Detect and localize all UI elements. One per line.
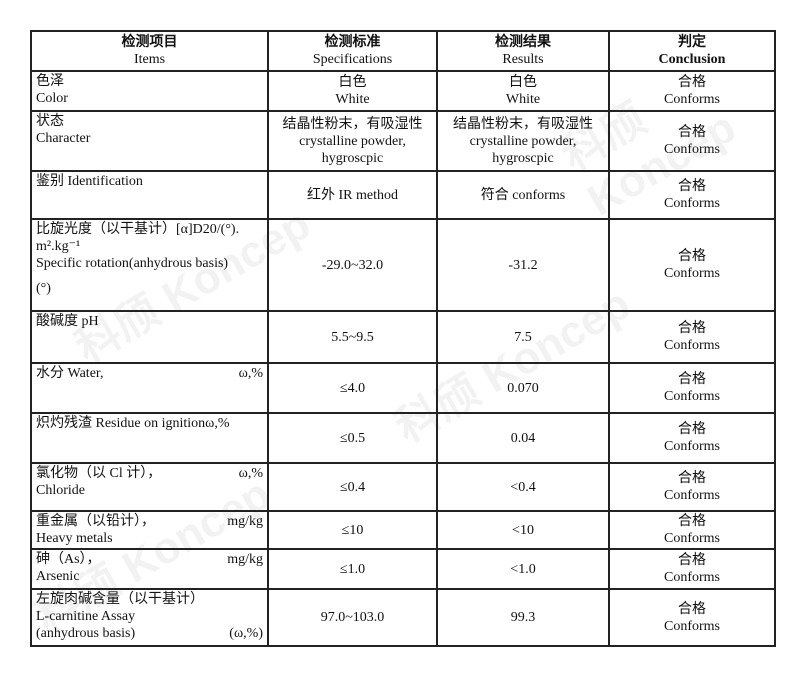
item-cell: 酸碱度 pH xyxy=(30,310,269,364)
table-header: 检测项目 Items 检测标准 Specifications 检测结果 Results… xyxy=(30,30,776,72)
result-cell: 0.070 xyxy=(436,362,610,414)
spec-cell: ≤10 xyxy=(267,510,438,550)
table-row: 色泽 Color 白色 White 白色 White 合格 Conforms xyxy=(30,70,776,112)
table-row: 状态 Character 结晶性粉末，有吸湿性 crystalline powder,… xyxy=(30,110,776,172)
spec-cell: 白色 White xyxy=(267,70,438,112)
result-cell: 符合 conforms xyxy=(436,170,610,220)
item-cell: 比旋光度（以干基计）[α]D20/(°). m².kg⁻¹ Specific rot… xyxy=(30,218,269,312)
result-cell: 白色 White xyxy=(436,70,610,112)
item-cell: 左旋肉碱含量（以干基计） L-carnitine Assay (anhydrous … xyxy=(30,588,269,647)
item-cell: 砷（As）， mg/kg Arsenic xyxy=(30,548,269,590)
spec-cell: ≤4.0 xyxy=(267,362,438,414)
conclusion-cell: 合格 Conforms xyxy=(608,362,776,414)
result-cell: <0.4 xyxy=(436,462,610,512)
result-cell: <10 xyxy=(436,510,610,550)
conclusion-cell: 合格 Conforms xyxy=(608,310,776,364)
spec-cell: ≤0.4 xyxy=(267,462,438,512)
conclusion-cell: 合格 Conforms xyxy=(608,218,776,312)
table-row: 砷（As）， mg/kg Arsenic ≤1.0 <1.0 合格 Conforms xyxy=(30,548,776,590)
table-row: 比旋光度（以干基计）[α]D20/(°). m².kg⁻¹ Specific rot… xyxy=(30,218,776,312)
table-row: 炽灼残渣 Residue on ignitionω,% ≤0.5 0.04 合格 Con… xyxy=(30,412,776,464)
conclusion-cell: 合格 Conforms xyxy=(608,412,776,464)
test-results-table: 检测项目 Items 检测标准 Specifications 检测结果 Results… xyxy=(30,30,776,647)
result-cell: -31.2 xyxy=(436,218,610,312)
item-cell: 重金属（以铅计）， mg/kg Heavy metals xyxy=(30,510,269,550)
table-row: 水分 Water, ω,% ≤4.0 0.070 合格 Conforms xyxy=(30,362,776,414)
item-cell: 色泽 Color xyxy=(30,70,269,112)
table-row: 酸碱度 pH 5.5~9.5 7.5 合格 Conforms xyxy=(30,310,776,364)
item-cell: 氯化物（以 Cl 计）， ω,% Chloride xyxy=(30,462,269,512)
result-cell: 结晶性粉末，有吸湿性 crystalline powder, hygroscpic xyxy=(436,110,610,172)
spec-cell: ≤0.5 xyxy=(267,412,438,464)
header-specifications: 检测标准 Specifications xyxy=(267,30,438,72)
result-cell: 99.3 xyxy=(436,588,610,647)
spec-cell: 5.5~9.5 xyxy=(267,310,438,364)
conclusion-cell: 合格 Conforms xyxy=(608,70,776,112)
conclusion-cell: 合格 Conforms xyxy=(608,462,776,512)
spec-cell: 结晶性粉末，有吸湿性 crystalline powder, hygroscpic xyxy=(267,110,438,172)
conclusion-cell: 合格 Conforms xyxy=(608,548,776,590)
table-row: 左旋肉碱含量（以干基计） L-carnitine Assay (anhydrous … xyxy=(30,588,776,647)
spec-cell: -29.0~32.0 xyxy=(267,218,438,312)
conclusion-cell: 合格 Conforms xyxy=(608,588,776,647)
conclusion-cell: 合格 Conforms xyxy=(608,170,776,220)
header-items: 检测项目 Items xyxy=(30,30,269,72)
header-results: 检测结果 Results xyxy=(436,30,610,72)
conclusion-cell: 合格 Conforms xyxy=(608,510,776,550)
result-cell: 7.5 xyxy=(436,310,610,364)
item-cell: 炽灼残渣 Residue on ignitionω,% xyxy=(30,412,269,464)
conclusion-cell: 合格 Conforms xyxy=(608,110,776,172)
spec-cell: 红外 IR method xyxy=(267,170,438,220)
spec-cell: ≤1.0 xyxy=(267,548,438,590)
item-cell: 鉴别 Identification xyxy=(30,170,269,220)
header-conclusion: 判定 Conclusion xyxy=(608,30,776,72)
result-cell: 0.04 xyxy=(436,412,610,464)
item-cell: 状态 Character xyxy=(30,110,269,172)
spec-cell: 97.0~103.0 xyxy=(267,588,438,647)
table-row: 鉴别 Identification 红外 IR method 符合 conforms… xyxy=(30,170,776,220)
table-row: 氯化物（以 Cl 计）， ω,% Chloride ≤0.4 <0.4 合格 Conform… xyxy=(30,462,776,512)
table-row: 重金属（以铅计）， mg/kg Heavy metals ≤10 <10 合格 Confor… xyxy=(30,510,776,550)
item-cell: 水分 Water, ω,% xyxy=(30,362,269,414)
result-cell: <1.0 xyxy=(436,548,610,590)
